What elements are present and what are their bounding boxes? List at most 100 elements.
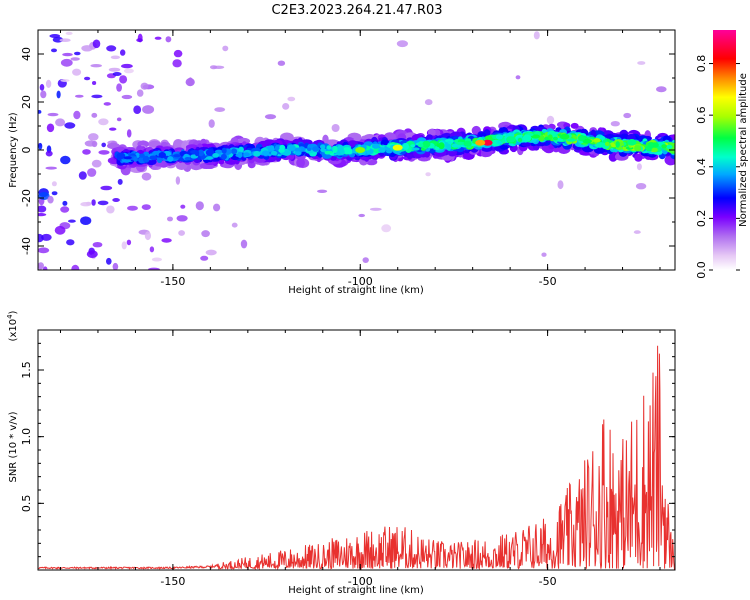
spectrogram-ridge-cell [596,142,605,147]
spectrogram-noise-cell [91,94,103,99]
spectrogram-noise-cell [47,112,59,117]
spectrogram-ridge-cell [320,148,327,153]
spectrogram-noise-cell [71,264,80,270]
spectrogram-ridge-cell [149,155,158,161]
spectrogram-noise-cell [60,58,73,67]
spectrogram-noise-cell [141,204,151,211]
spectrogram-noise-cell [116,83,122,92]
spectrogram-ridge-cell [253,150,261,157]
spectrogram-ridge-cell [371,143,380,149]
spectrogram-noise-cell [112,262,119,270]
spectrogram-noise-cell [65,31,73,35]
spectrogram-noise-cell [396,40,408,48]
spectrogram-ridge-cell [214,149,223,154]
spectrogram-noise-cell [636,163,642,171]
spectrogram-noise-cell [541,252,547,257]
spectrogram-ridge-cell [333,146,338,154]
spectrogram-ytick-label: 0 [20,147,33,154]
spectrogram-ridge-cell [634,153,643,162]
spectrogram-ridge-cell [139,153,145,158]
spectrogram-noise-cell [68,219,76,223]
spectrogram-noise-cell [97,200,109,206]
spectrogram-xtick-label: -100 [348,275,373,288]
spectrogram-ridge-cell [133,156,138,162]
spectrogram-ridge-cell [212,153,220,158]
spectrogram-noise-cell [154,36,162,40]
spectrogram-noise-cell [623,112,632,119]
spectrogram-noise-cell [106,205,115,214]
spectrogram-ridge-cell [481,147,492,152]
spectrogram-peak [355,147,366,153]
spectrogram-noise-cell [187,77,193,86]
spectrogram-xlabel: Height of straight line (km) [288,285,424,296]
spectrogram-ridge-cell [175,161,188,170]
spectrogram-noise-cell [43,266,48,270]
snr-xtick-label: -50 [539,575,557,588]
spectrogram-noise-cell [38,110,42,114]
spectrogram-ridge-cell [173,154,181,158]
spectrogram-image [38,31,675,270]
spectrogram-noise-cell [74,51,81,56]
spectrogram-ridge-cell [116,146,125,152]
colorbar-tick-label: 0.8 [695,55,708,73]
colorbar: 0.0 0.2 0.4 0.6 0.8 Normalized spectral ampl… [695,30,749,279]
spectrogram-ytick-label: -40 [20,237,33,255]
spectrogram-noise-cell [126,129,132,138]
spectrogram-ridge-cell [194,150,200,157]
spectrogram-noise-cell [38,233,44,243]
spectrogram-ridge-cell [279,144,286,151]
spectrogram-noise-cell [362,257,369,263]
spectrogram-noise-cell [88,133,99,141]
spectrogram-noise-cell [117,178,123,185]
spectrogram-ridge-cell [648,142,654,149]
spectrogram-ridge-cell [522,134,532,142]
snr-series-line [38,345,675,570]
spectrogram-ridge-cell [666,144,673,149]
spectrogram-ridge-cell [506,136,516,143]
spectrogram-ridge-cell [142,155,150,163]
spectrogram-ridge-cell [566,138,576,142]
spectrogram-peak [475,139,486,146]
spectrogram-noise-cell [173,49,183,58]
spectrogram-ridge-cell [238,146,244,153]
spectrogram-ridge-cell [251,147,261,153]
spectrogram-noise-cell [108,67,121,72]
spectrogram-ridge-cell [342,147,353,154]
spectrogram-noise-cell [81,45,93,52]
spectrogram-ridge-cell [205,156,214,160]
spectrogram-ridge-cell [221,147,227,154]
spectrogram-noise-cell [213,203,221,212]
spectrogram-noise-cell [72,68,82,76]
spectrogram-noise-cell [60,155,71,165]
spectrogram-noise-cell [180,204,186,209]
spectrogram-noise-cell [277,60,286,66]
spectrogram-noise-cell [136,38,143,42]
spectrogram-ridge-cell [123,156,132,160]
spectrogram-ridge-cell [296,158,305,168]
spectrogram-ridge-cell [243,152,250,157]
spectrogram-noise-cell [119,75,128,84]
spectrogram-noise-cell [136,89,144,97]
snr-ytick-label: 1.0 [20,428,33,446]
spectrogram-ridge-cell [220,153,227,160]
spectrogram-noise-cell [165,36,172,43]
spectrogram-noise-cell [610,121,620,127]
spectrogram-noise-cell [121,241,127,250]
spectrogram-noise-cell [637,61,646,65]
spectrogram-noise-cell [142,105,155,114]
spectrogram-ridge-cell [261,150,270,156]
spectrogram-peak [392,144,403,151]
colorbar-tick-label: 0.2 [695,210,708,228]
spectrogram-noise-cell [317,189,328,193]
spectrogram-noise-cell [121,63,133,69]
spectrogram-noise-cell [231,222,238,228]
spectrogram-noise-cell [110,55,121,60]
spectrogram-noise-cell [38,142,43,150]
spectrogram-ridge-cell [446,143,452,151]
spectrogram-ridge-cell [582,138,592,144]
spectrogram-noise-cell [80,202,92,207]
spectrogram-noise-cell [208,119,215,128]
spectrogram-noise-cell [51,48,57,53]
spectrogram-ridge-cell [479,132,487,137]
spectrogram-ridge-cell [156,156,163,163]
